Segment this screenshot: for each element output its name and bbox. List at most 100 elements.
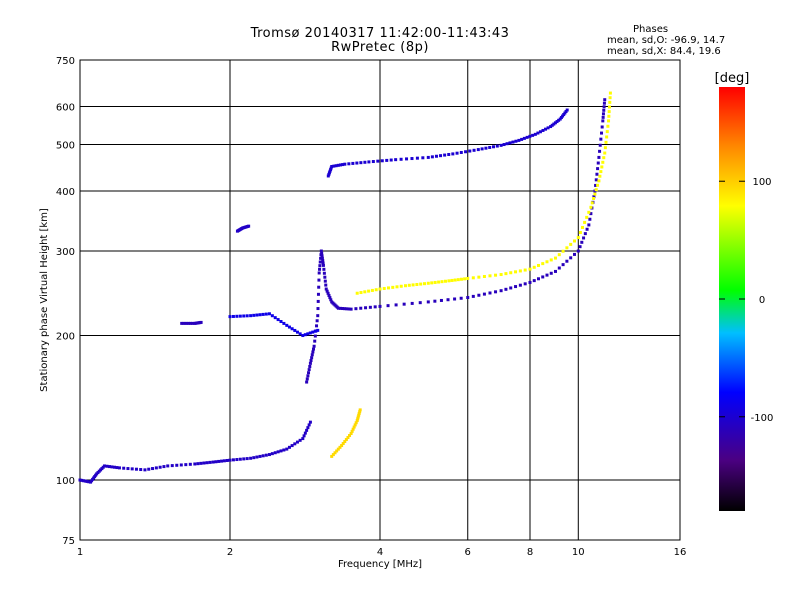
data-point (247, 224, 251, 228)
data-point (598, 143, 602, 147)
data-point (249, 456, 253, 460)
data-point (208, 460, 212, 464)
data-point (394, 303, 398, 307)
data-point (600, 165, 604, 169)
data-point (330, 454, 334, 458)
data-point (598, 149, 602, 153)
data-point (585, 215, 589, 219)
data-point (447, 152, 451, 156)
data-point (550, 123, 554, 127)
data-point (139, 468, 143, 472)
data-point (514, 139, 518, 143)
chart-title-line1: Tromsø 20140317 11:42:00-11:43:43 (250, 26, 510, 41)
data-point (523, 268, 527, 272)
data-point (231, 458, 235, 462)
data-point (220, 459, 224, 463)
data-point (199, 320, 203, 324)
data-point (407, 283, 411, 287)
data-point (426, 281, 430, 285)
data-point (588, 217, 592, 221)
data-point (321, 263, 325, 267)
data-point (319, 249, 323, 253)
data-point (418, 301, 422, 305)
data-point (464, 150, 468, 154)
data-point (580, 225, 584, 229)
data-point (595, 172, 599, 176)
data-point (508, 141, 512, 145)
data-point (572, 252, 576, 256)
data-point (561, 249, 565, 253)
data-point (170, 464, 174, 468)
data-point (476, 148, 480, 152)
data-point (453, 278, 457, 282)
data-point (594, 183, 598, 187)
data-point (601, 160, 605, 164)
data-point (282, 321, 286, 325)
data-point (308, 364, 312, 368)
data-point (211, 460, 215, 464)
x-tick-label: 8 (527, 547, 533, 558)
data-point (472, 148, 476, 152)
data-point (415, 282, 419, 286)
data-point (541, 128, 545, 132)
data-point (316, 314, 320, 318)
data-point (605, 135, 609, 139)
data-point (363, 160, 367, 164)
data-point (471, 294, 475, 298)
data-point (306, 426, 310, 430)
data-point (596, 167, 600, 171)
data-point (105, 464, 109, 468)
y-tick-labels: 75 100 200 300 400 500 600 750 (56, 56, 75, 547)
data-point (555, 120, 559, 124)
data-point (608, 91, 612, 95)
data-point (495, 144, 499, 148)
data-point (332, 164, 336, 168)
data-point (559, 116, 563, 120)
data-point (333, 451, 337, 455)
data-point (477, 293, 481, 297)
stats-title: Phases (633, 24, 669, 35)
data-point (318, 264, 322, 268)
data-point (357, 411, 361, 415)
plot-area (79, 59, 681, 541)
data-point (228, 458, 232, 462)
y-tick-label: 600 (56, 103, 75, 114)
data-point (341, 307, 345, 311)
data-point (455, 151, 459, 155)
data-point (603, 98, 607, 102)
data-point (552, 122, 556, 126)
data-point (426, 300, 430, 304)
data-point (608, 100, 612, 104)
data-point (306, 332, 310, 336)
data-point (151, 467, 155, 471)
data-point (601, 119, 605, 123)
data-point (267, 312, 271, 316)
data-point (583, 220, 587, 224)
data-point (459, 150, 463, 154)
data-point (264, 312, 268, 316)
data-point (580, 240, 584, 244)
data-point (533, 132, 537, 136)
data-point (331, 453, 335, 457)
data-point (258, 313, 262, 317)
data-point (311, 347, 315, 351)
data-point (518, 283, 522, 287)
data-point (605, 130, 609, 134)
data-point (305, 377, 309, 381)
data-point (415, 156, 419, 160)
y-tick-label: 750 (56, 56, 75, 67)
data-point (385, 158, 389, 162)
data-point (364, 306, 368, 310)
data-point (303, 333, 307, 337)
data-point (518, 269, 522, 273)
data-point (600, 131, 604, 135)
data-point (112, 465, 116, 469)
data-point (235, 314, 239, 318)
data-point (607, 119, 611, 123)
data-point (576, 236, 580, 240)
data-point (338, 163, 342, 167)
chart-title-line2: RwPretec (8p) (331, 40, 429, 55)
data-point (325, 289, 329, 293)
data-points (78, 91, 612, 484)
data-point (193, 462, 197, 466)
